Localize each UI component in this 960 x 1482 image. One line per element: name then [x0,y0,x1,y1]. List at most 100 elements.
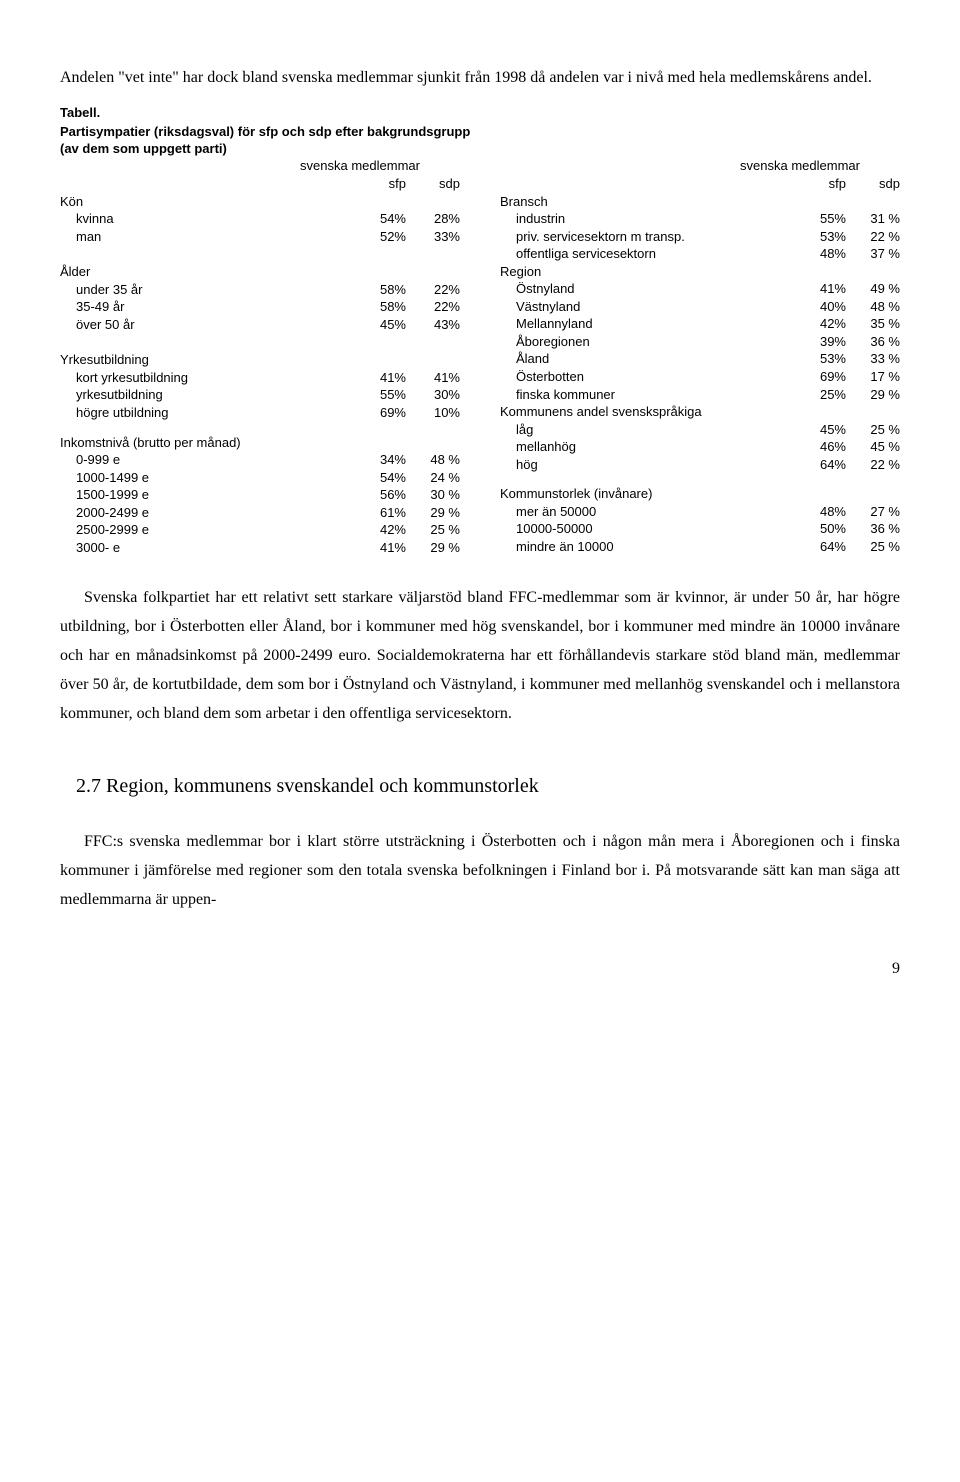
data-table: svenska medlemmar sfp sdp Könkvinna54%28… [60,157,900,556]
row-value-sfp: 41% [352,539,406,557]
row-label: mer än 50000 [500,503,792,521]
table-row: låg45%25 % [500,421,900,439]
row-value-sdp: 29 % [406,504,460,522]
table-row: Österbotten69%17 % [500,368,900,386]
row-value-sdp: 43% [406,316,460,334]
table-row: mellanhög46%45 % [500,438,900,456]
row-value-sfp: 48% [792,503,846,521]
table-row: 10000-5000050%36 % [500,520,900,538]
row-value-sfp: 52% [352,228,406,246]
row-value-sdp: 45 % [846,438,900,456]
table-row: industrin55%31 % [500,210,900,228]
group-header: Yrkesutbildning [60,351,460,369]
row-label: yrkesutbildning [60,386,352,404]
table-row: mer än 5000048%27 % [500,503,900,521]
row-value-sfp: 42% [792,315,846,333]
row-value-sfp: 34% [352,451,406,469]
row-value-sfp: 69% [792,368,846,386]
row-value-sfp: 41% [792,280,846,298]
table-left-column: svenska medlemmar sfp sdp Könkvinna54%28… [60,157,460,556]
row-label: mindre än 10000 [500,538,792,556]
table-right-column: svenska medlemmar sfp sdp Branschindustr… [500,157,900,556]
row-value-sdp: 22 % [846,456,900,474]
row-label: Åboregionen [500,333,792,351]
group-header: Kommunstorlek (invånare) [500,485,900,503]
row-value-sdp: 27 % [846,503,900,521]
row-label: 35-49 år [60,298,352,316]
row-value-sfp: 25% [792,386,846,404]
row-label: finska kommuner [500,386,792,404]
row-value-sfp: 40% [792,298,846,316]
table-row: 2500-2999 e42%25 % [60,521,460,539]
table-row: Östnyland41%49 % [500,280,900,298]
row-label: över 50 år [60,316,352,334]
row-value-sdp: 17 % [846,368,900,386]
row-label: industrin [500,210,792,228]
row-value-sdp: 25 % [406,521,460,539]
table-row: 3000- e41%29 % [60,539,460,557]
row-label: Åland [500,350,792,368]
row-label: 10000-50000 [500,520,792,538]
row-value-sdp: 25 % [846,538,900,556]
col-sdp: sdp [406,175,460,193]
table-row: Västnyland40%48 % [500,298,900,316]
row-value-sfp: 46% [792,438,846,456]
table-label: Tabell. [60,105,900,122]
group-header: Ålder [60,263,460,281]
row-value-sfp: 56% [352,486,406,504]
group-header: Region [500,263,900,281]
row-value-sdp: 29 % [406,539,460,557]
row-value-sfp: 69% [352,404,406,422]
header-svenska-right: svenska medlemmar [700,157,900,175]
row-value-sfp: 64% [792,456,846,474]
row-value-sdp: 37 % [846,245,900,263]
table-row: 1500-1999 e56%30 % [60,486,460,504]
table-row: 35-49 år58%22% [60,298,460,316]
row-label: offentliga servicesektorn [500,245,792,263]
row-value-sfp: 50% [792,520,846,538]
group-header: Inkomstnivå (brutto per månad) [60,434,460,452]
row-value-sfp: 58% [352,281,406,299]
row-value-sdp: 25 % [846,421,900,439]
table-row: Åboregionen39%36 % [500,333,900,351]
row-value-sdp: 29 % [846,386,900,404]
row-value-sfp: 54% [352,210,406,228]
col-sdp-r: sdp [846,175,900,193]
row-value-sfp: 55% [352,386,406,404]
row-label: Mellannyland [500,315,792,333]
table-row: yrkesutbildning55%30% [60,386,460,404]
table-row: offentliga servicesektorn48%37 % [500,245,900,263]
row-value-sfp: 45% [792,421,846,439]
header-svenska-left: svenska medlemmar [260,157,460,175]
row-label: 3000- e [60,539,352,557]
row-value-sfp: 39% [792,333,846,351]
row-label: 2500-2999 e [60,521,352,539]
col-sfp-r: sfp [792,175,846,193]
row-label: högre utbildning [60,404,352,422]
table-row: högre utbildning69%10% [60,404,460,422]
row-label: kvinna [60,210,352,228]
body-paragraph-2: FFC:s svenska medlemmar bor i klart stör… [60,828,900,914]
table-row: Mellannyland42%35 % [500,315,900,333]
row-value-sdp: 31 % [846,210,900,228]
group-header: Kön [60,193,460,211]
table-row: 1000-1499 e54%24 % [60,469,460,487]
row-value-sfp: 48% [792,245,846,263]
row-value-sfp: 58% [352,298,406,316]
row-value-sfp: 64% [792,538,846,556]
row-label: Östnyland [500,280,792,298]
table-row: över 50 år45%43% [60,316,460,334]
row-value-sdp: 33 % [846,350,900,368]
table-row: Åland53%33 % [500,350,900,368]
row-value-sdp: 22% [406,298,460,316]
row-label: man [60,228,352,246]
table-row: priv. servicesektorn m transp.53%22 % [500,228,900,246]
table-title-line1: Partisympatier (riksdagsval) för sfp och… [60,124,900,141]
table-row: kort yrkesutbildning41%41% [60,369,460,387]
row-value-sfp: 61% [352,504,406,522]
row-value-sdp: 48 % [406,451,460,469]
row-label: Österbotten [500,368,792,386]
row-label: 0-999 e [60,451,352,469]
row-label: kort yrkesutbildning [60,369,352,387]
row-value-sdp: 30 % [406,486,460,504]
